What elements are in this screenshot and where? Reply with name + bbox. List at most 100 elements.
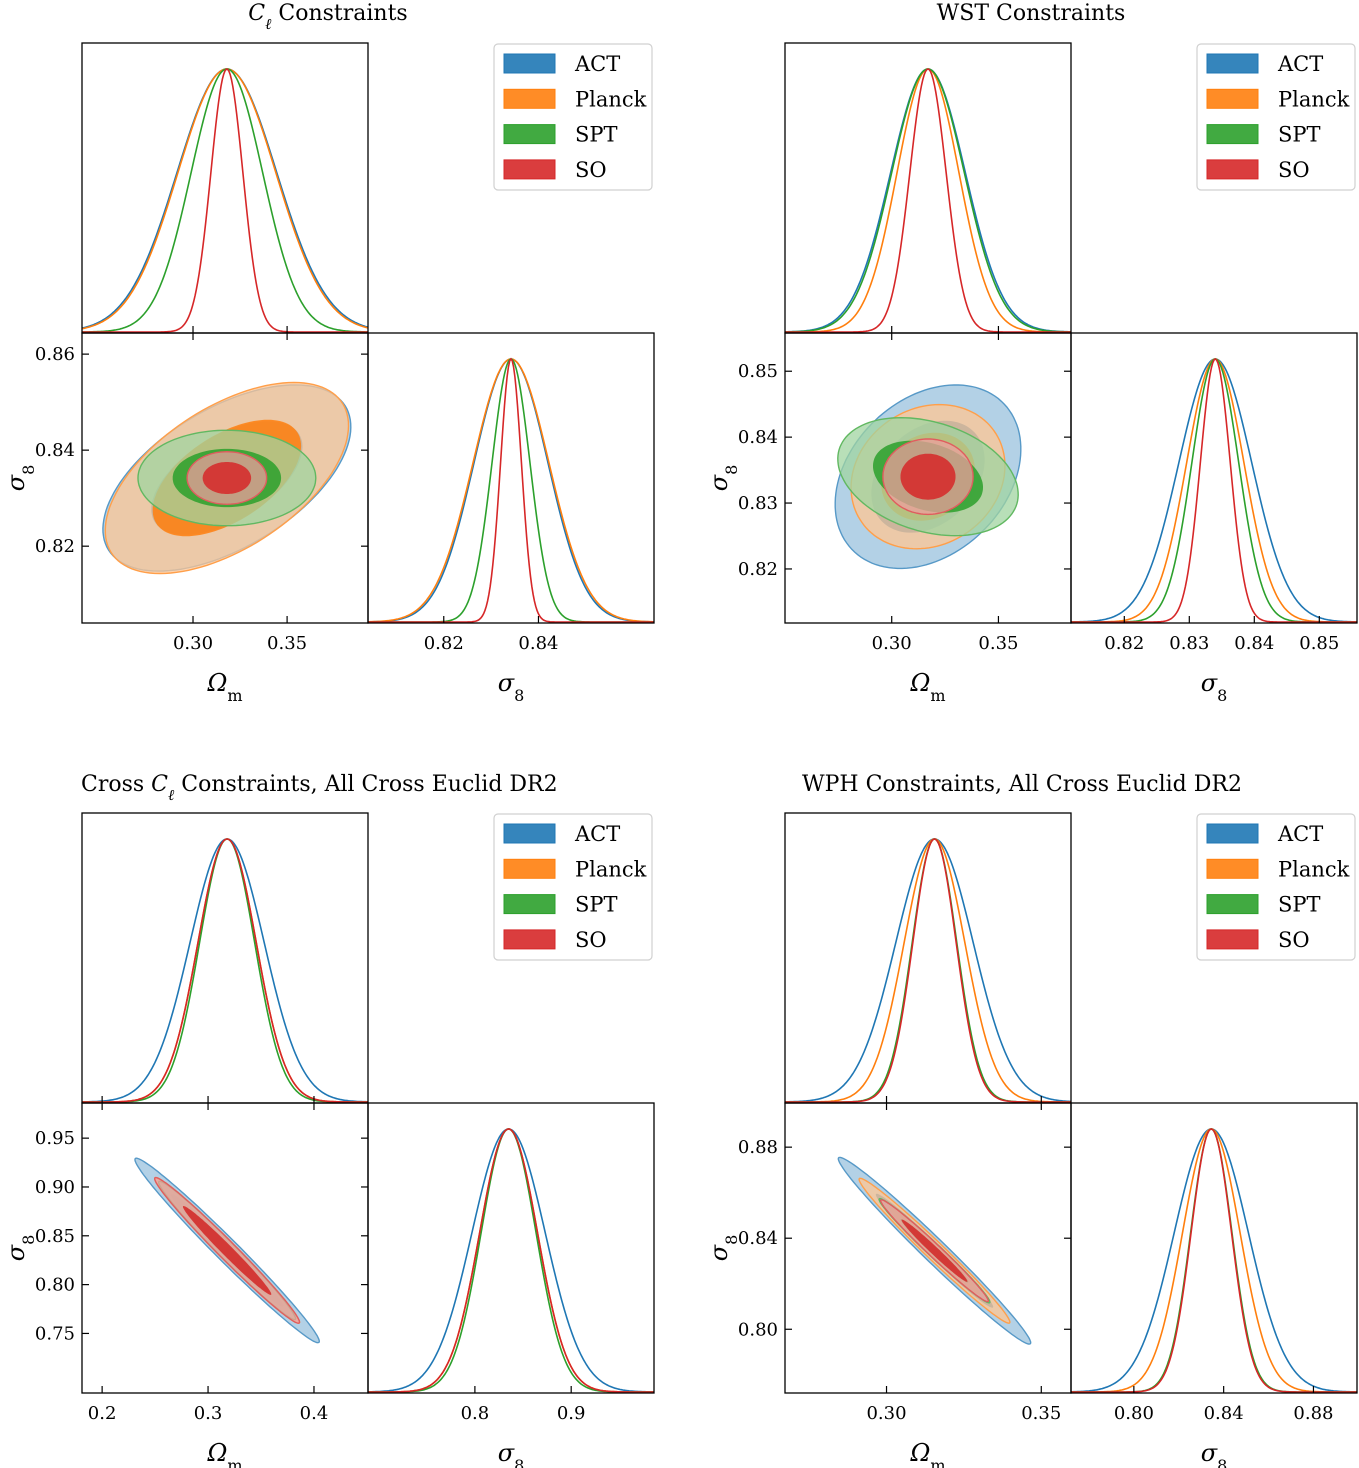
contour-68-so — [202, 462, 252, 494]
frame-top — [784, 812, 1072, 1104]
omega-tick-label: 0.30 — [872, 633, 912, 654]
sigma8-tick-label: 0.85 — [35, 1226, 75, 1247]
omega-tick-label: 0.2 — [88, 1403, 117, 1424]
legend-swatch-act — [1206, 53, 1259, 74]
sigma8-tick-label: 0.84 — [738, 427, 778, 448]
corner-plot-4: WPH Constraints, All Cross Euclid DR2 0.3… — [705, 772, 1358, 1468]
legend-swatch-so — [503, 929, 556, 950]
legend-label-so: SO — [575, 928, 607, 952]
marginal-sigma8-act — [368, 1128, 654, 1393]
legend-frame — [493, 43, 653, 191]
marginal-sigma8-spt — [368, 358, 654, 623]
sigma8-tick-label: 0.84 — [1234, 633, 1274, 654]
legend-swatch-planck — [1206, 88, 1259, 109]
legend-frame — [1196, 43, 1356, 191]
legend-label-so: SO — [1278, 158, 1310, 182]
marginal-omega-act — [82, 838, 368, 1103]
marginal-omega-spt — [82, 838, 368, 1103]
contour-so — [879, 1199, 990, 1303]
marginal-omega-act — [785, 68, 1071, 333]
chart-title: Cℓ Constraints — [248, 1, 407, 33]
legend-label-so: SO — [1278, 928, 1310, 952]
legend-swatch-planck — [1206, 858, 1259, 879]
legend-frame — [1196, 813, 1356, 961]
legend: ACT Planck SPT SO — [1196, 43, 1356, 191]
marginal-omega-so — [82, 838, 368, 1103]
marginal-omega-so — [785, 838, 1071, 1103]
legend: ACT Planck SPT SO — [493, 813, 653, 961]
xlabel-omega-m: Ωm — [909, 1439, 945, 1468]
sigma8-tick-label: 0.85 — [1299, 633, 1339, 654]
legend-label-spt: SPT — [575, 893, 618, 917]
sigma8-tick-label: 0.84 — [738, 1228, 778, 1249]
marginal-omega-planck — [82, 838, 368, 1103]
legend-swatch-spt — [503, 894, 556, 915]
sigma8-tick-label: 0.90 — [35, 1177, 75, 1198]
marginal-omega-act — [82, 68, 368, 329]
marginal-sigma8-planck — [1071, 358, 1357, 623]
legend-label-planck: Planck — [575, 857, 647, 881]
marginal-omega-planck — [785, 68, 1071, 333]
omega-tick-label: 0.4 — [300, 1403, 329, 1424]
sigma8-tick-label: 0.82 — [1104, 633, 1144, 654]
omega-tick-label: 0.35 — [1021, 1403, 1061, 1424]
legend: ACT Planck SPT SO — [1196, 813, 1356, 961]
sigma8-tick-label: 0.8 — [461, 1403, 490, 1424]
marginal-sigma8-so — [368, 1128, 654, 1393]
xlabel-sigma8: σ8 — [498, 1439, 525, 1468]
contour-68-so — [900, 453, 956, 500]
frame-sigma8 — [367, 332, 655, 624]
marginal-omega-planck — [785, 838, 1071, 1103]
xlabel-omega-m: Ωm — [909, 669, 945, 705]
corner-plot-1: Cℓ Constraints 0.30 0.35 0.82 0.84 0.86 0.82 0.… — [2, 1, 655, 705]
sigma8-tick-label: 0.95 — [35, 1128, 75, 1149]
legend-label-act: ACT — [574, 822, 620, 846]
sigma8-tick-label: 0.83 — [738, 493, 778, 514]
sigma8-tick-label: 0.84 — [518, 633, 558, 654]
legend: ACT Planck SPT SO — [493, 43, 653, 191]
contour-so — [186, 450, 268, 506]
legend-label-planck: Planck — [575, 87, 647, 111]
legend-label-spt: SPT — [1278, 123, 1321, 147]
legend-label-spt: SPT — [1278, 893, 1321, 917]
corner-plot-3: Cross Cℓ Constraints, All Cross Euclid D… — [2, 772, 655, 1468]
ylabel-sigma8: σ8 — [705, 465, 741, 492]
legend-label-spt: SPT — [575, 123, 618, 147]
corner-plot-2: WST Constraints 0.30 0.35 0.82 0.83 0.84 0.85 0… — [705, 1, 1358, 705]
legend-label-act: ACT — [574, 52, 620, 76]
marginal-omega-spt — [785, 68, 1071, 333]
marginal-omega-spt — [82, 68, 368, 333]
xlabel-omega-m: Ωm — [206, 1439, 242, 1468]
chart-title: WST Constraints — [937, 1, 1126, 26]
legend-swatch-so — [1206, 159, 1259, 180]
legend-label-planck: Planck — [1278, 87, 1350, 111]
sigma8-tick-label: 0.83 — [1169, 633, 1209, 654]
marginal-sigma8-spt — [368, 1128, 654, 1393]
marginal-omega-so — [82, 68, 368, 333]
omega-tick-label: 0.35 — [267, 633, 307, 654]
legend-swatch-act — [503, 823, 556, 844]
legend-swatch-planck — [503, 858, 556, 879]
frame-sigma8 — [1070, 1102, 1358, 1394]
frame-sigma8 — [367, 1102, 655, 1394]
legend-label-act: ACT — [1277, 52, 1323, 76]
sigma8-tick-label: 0.85 — [738, 361, 778, 382]
frame-sigma8 — [1070, 332, 1358, 624]
sigma8-tick-label: 0.9 — [557, 1403, 586, 1424]
marginal-sigma8-act — [1071, 358, 1357, 623]
marginal-omega-planck — [82, 68, 368, 330]
legend-swatch-so — [1206, 929, 1259, 950]
sigma8-tick-label: 0.88 — [1293, 1403, 1333, 1424]
legend-swatch-spt — [1206, 894, 1259, 915]
legend-swatch-act — [1206, 823, 1259, 844]
sigma8-tick-label: 0.88 — [738, 1137, 778, 1158]
legend-label-planck: Planck — [1278, 857, 1350, 881]
legend-label-act: ACT — [1277, 822, 1323, 846]
legend-frame — [493, 813, 653, 961]
ylabel-sigma8: σ8 — [705, 1235, 741, 1262]
xlabel-sigma8: σ8 — [1201, 669, 1228, 705]
xlabel-omega-m: Ωm — [206, 669, 242, 705]
sigma8-tick-label: 0.82 — [35, 536, 75, 557]
contour-so — [153, 1176, 301, 1324]
